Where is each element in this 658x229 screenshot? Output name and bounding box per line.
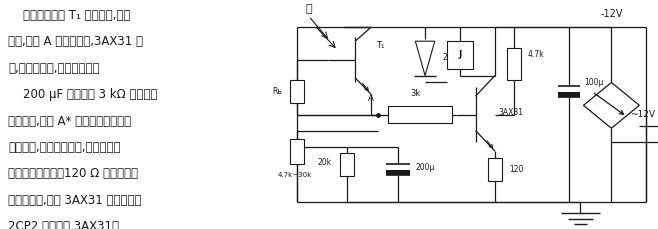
Bar [340,153,355,176]
Text: 通,继电器吸动,控制给棉机。: 通,继电器吸动,控制给棉机。 [8,62,99,75]
Text: 120: 120 [509,165,524,174]
Text: 器动作过于频繁。120 Ω 电阻是电流: 器动作过于频繁。120 Ω 电阻是电流 [8,167,138,180]
Text: 4.7k~30k: 4.7k~30k [278,172,312,178]
Text: J: J [459,50,462,60]
Text: 负反馈电阻,稳定 3AX31 的工作点。: 负反馈电阻,稳定 3AX31 的工作点。 [8,194,141,207]
Text: ~12V: ~12V [630,110,655,119]
Bar [558,92,580,97]
Text: A: A [368,94,374,103]
Text: 3k: 3k [410,89,420,98]
Text: 迅速上升,起到延时作用,能避免继电: 迅速上升,起到延时作用,能避免继电 [8,141,120,154]
Bar [386,170,409,175]
Text: -12V: -12V [600,9,622,19]
Bar [290,80,304,103]
Bar [388,106,452,123]
Text: 当光敏三极管 T₁ 受光照时,呈低: 当光敏三极管 T₁ 受光照时,呈低 [8,9,130,22]
Text: 2CP2 用于保护 3AX31。: 2CP2 用于保护 3AX31。 [8,220,119,229]
Text: 3AX31: 3AX31 [498,108,523,117]
Bar [488,158,502,181]
Bar [290,139,304,164]
Text: 充电回路,不使 A* 点电位在无光照时: 充电回路,不使 A* 点电位在无光照时 [8,114,131,128]
Text: 光: 光 [305,4,312,14]
Bar [507,48,521,80]
Text: T₁: T₁ [376,41,385,50]
Text: 200 μF 电容器和 3 kΩ 电阻构成: 200 μF 电容器和 3 kΩ 电阻构成 [8,88,158,101]
Text: 100μ: 100μ [584,78,603,87]
Text: 20k: 20k [318,158,332,167]
Text: 4.7k: 4.7k [528,50,544,60]
Text: Rь: Rь [272,87,282,96]
Bar [447,41,472,69]
Text: 200μ: 200μ [415,163,435,172]
Text: 阻值,此时 A 点电位下降,3AX31 导: 阻值,此时 A 点电位下降,3AX31 导 [8,35,143,49]
Text: 2CP2: 2CP2 [443,53,462,62]
